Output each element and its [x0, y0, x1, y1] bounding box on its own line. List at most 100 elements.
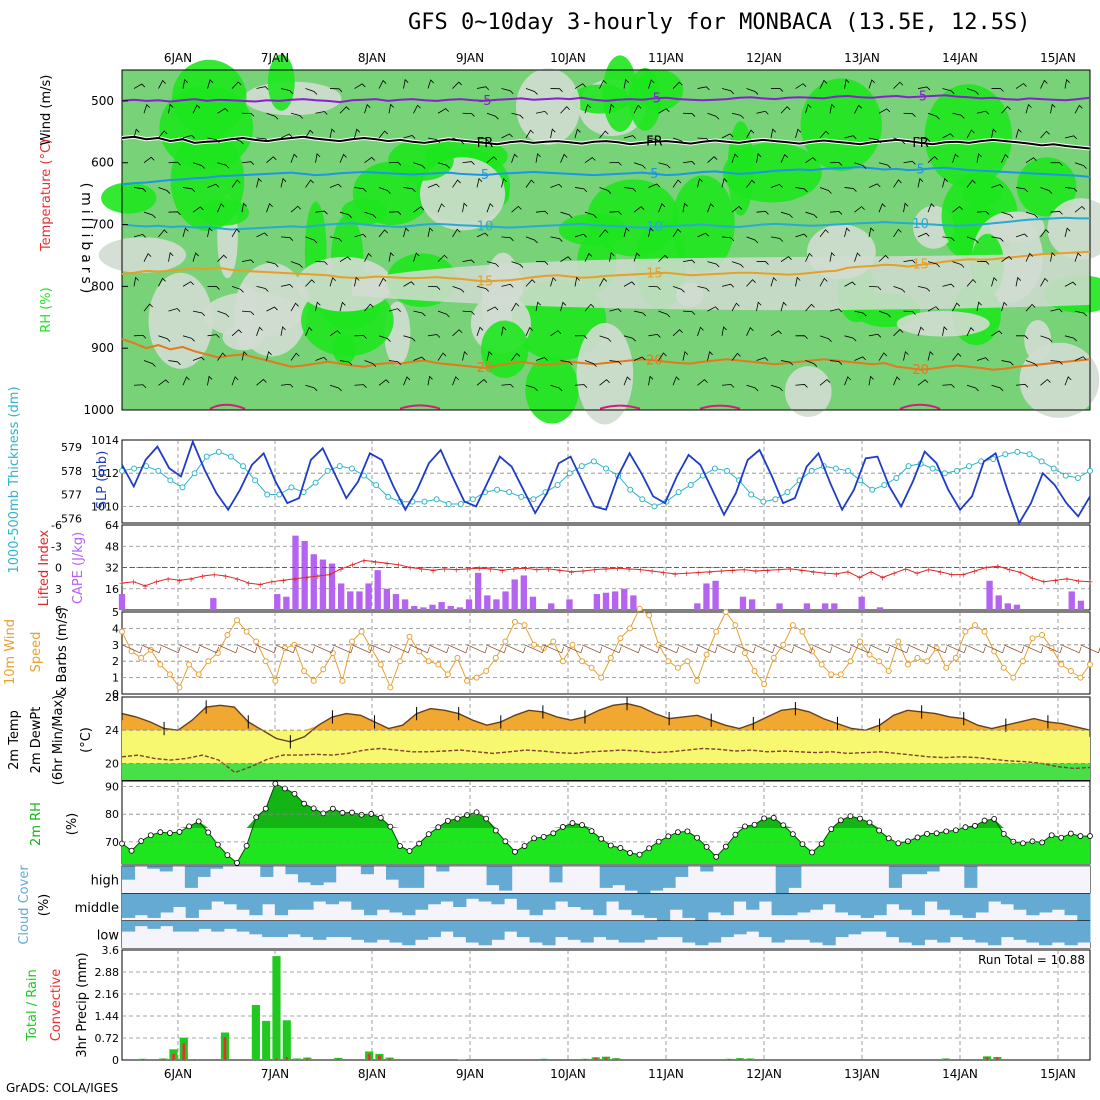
wind-barb [378, 187, 391, 194]
cape-bar [986, 580, 993, 610]
wind-barb [658, 310, 671, 318]
wind-barb-10m [888, 644, 910, 654]
cloud-cover-bar [873, 893, 887, 916]
wind-barb [217, 162, 230, 169]
rh-marker [636, 851, 643, 858]
temperature-axis-title: (6hr Min/Max) [51, 695, 66, 785]
wind-speed-line-marker [224, 631, 231, 638]
cloud-cover-bar [122, 866, 136, 880]
wind-speed-line-marker [895, 638, 902, 645]
wind-barb [452, 81, 463, 89]
wind-barb [550, 183, 563, 188]
wind-barb [878, 352, 888, 361]
cape-bar [776, 603, 783, 610]
wind-barb [633, 162, 646, 169]
rh-area [122, 783, 1090, 864]
cape-bar [995, 595, 1002, 610]
wind-barb [1040, 79, 1048, 89]
wind-barb [133, 187, 147, 192]
cloud-cover-bar [593, 920, 607, 938]
wind-speed-line-marker [741, 650, 748, 656]
cloud-cover-bar [197, 866, 211, 877]
wind-barb [501, 383, 514, 388]
wind-barb [511, 352, 521, 361]
rh-marker [406, 848, 413, 854]
wind-barb [976, 301, 982, 312]
cloud-cover-bar [926, 866, 940, 872]
cloud-cover-bar [414, 920, 429, 940]
thickness-line-marker [457, 501, 464, 508]
rh-marker [876, 827, 883, 834]
cloud-cover-bar [682, 920, 696, 943]
wind-barb [609, 161, 622, 166]
wind-barb [927, 306, 940, 312]
wind-barb [437, 162, 450, 169]
slp-tick-label: 1010 [91, 500, 119, 513]
cloud-cover-bar [504, 893, 518, 899]
cloud-axis-title: (%) [37, 894, 52, 917]
thickness-line-marker [639, 496, 646, 503]
cloud-cover-bar [486, 866, 500, 886]
wind-barb [893, 285, 906, 293]
lifted-index-marker: + [660, 568, 667, 577]
cloud-cover-bar [516, 920, 531, 938]
cloud-cover-bar [860, 920, 874, 932]
wind-speed-line-marker [751, 668, 758, 675]
wind-barb [305, 179, 314, 188]
cloud-cover-bar [160, 893, 174, 913]
wind-barb [266, 350, 272, 361]
cloud-cover-bar [567, 893, 582, 907]
wind-barb [599, 335, 612, 342]
cloud-cover-bar [249, 920, 263, 935]
wind-barb [770, 128, 777, 139]
wind-speed-line-marker [904, 661, 911, 668]
wind-barb-10m [217, 644, 239, 654]
wind-barb [697, 177, 703, 188]
wind-barb [917, 326, 925, 336]
thickness-line-marker [966, 463, 972, 470]
wind-barb [878, 162, 891, 169]
rh-marker [195, 818, 202, 825]
cloud-row-label: high [91, 874, 119, 889]
precip-tick-label: 2.16 [95, 988, 120, 1001]
cloud-cover-bar [478, 893, 492, 902]
wind-barb [927, 203, 935, 213]
wind-barb [682, 202, 688, 213]
wind-barb [315, 111, 328, 115]
wind-barb [721, 177, 728, 188]
lifted-index-marker: + [752, 567, 759, 576]
wind-barb [378, 379, 390, 386]
wind-barb [697, 285, 710, 292]
wind-barb [756, 261, 769, 265]
wind-barb [756, 357, 769, 361]
wind-barb [413, 252, 420, 262]
wind-speed-line-marker [943, 664, 950, 671]
wind-barb [231, 329, 243, 337]
wind-speed-line-marker [138, 654, 145, 661]
thickness-line-marker [227, 453, 234, 460]
temperature-tick-label: 24 [105, 724, 119, 737]
wind-barb [217, 254, 228, 262]
slp-tick-label: 1012 [91, 467, 119, 480]
wind-barb [878, 310, 891, 318]
convective-bar [748, 1059, 752, 1060]
wind-barb [182, 281, 194, 287]
lifted-index-marker: + [787, 565, 794, 574]
rh-marker [569, 820, 576, 826]
wind-barb [952, 302, 961, 312]
wind-barb [917, 86, 931, 91]
wind-speed-line-marker [713, 628, 720, 635]
cloud-cover-bar [1064, 920, 1078, 946]
rh-marker [1058, 834, 1065, 841]
wind-tick-label: 4 [112, 622, 119, 635]
wind-barb [1001, 211, 1014, 219]
cloud-cover-bar [504, 920, 518, 932]
wind-barb [535, 110, 549, 115]
thickness-line-marker [627, 486, 634, 493]
wind-speed-line-marker [962, 628, 969, 635]
cloud-cover-bar [631, 893, 645, 916]
rh-marker [253, 814, 260, 821]
wind-barb [917, 232, 930, 238]
thickness-line-marker [494, 486, 501, 493]
isotherm-label: FR [912, 136, 929, 151]
